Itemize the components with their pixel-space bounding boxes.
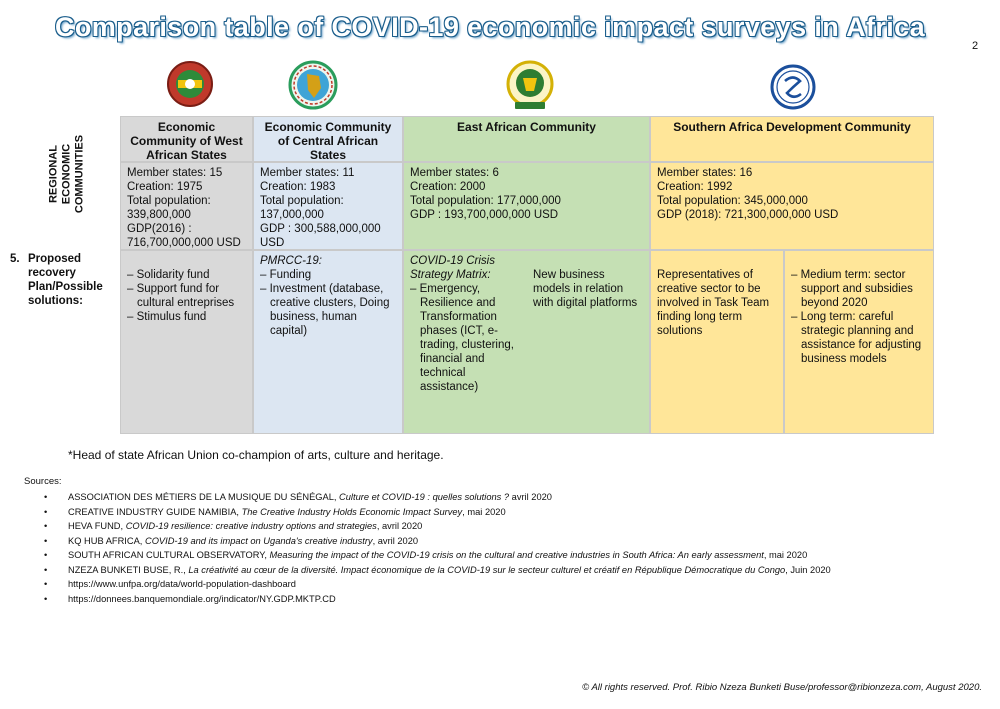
source-item: KQ HUB AFRICA, COVID-19 and its impact o… — [44, 534, 831, 549]
gdp: GDP : 300,588,000,000 USD — [260, 223, 381, 249]
creation-year: Creation: 1983 — [260, 181, 336, 193]
gdp: GDP : 193,700,000,000 USD — [410, 209, 559, 221]
eccas-logo — [288, 60, 338, 110]
stats-eccas: Member states: 11 Creation: 1983 Total p… — [253, 162, 403, 250]
solution-item: – Stimulus fund — [127, 311, 207, 323]
member-states: Member states: 15 — [127, 167, 223, 179]
population: Total population: 345,000,000 — [657, 195, 808, 207]
row-label-regional-communities: REGIONAL ECONOMIC COMMUNITIES — [47, 134, 86, 214]
solution-item: – Solidarity fund — [127, 269, 210, 281]
solutions-eccas: PMRCC-19: – Funding – Investment (databa… — [253, 250, 403, 434]
member-states: Member states: 6 — [410, 167, 499, 179]
member-states: Member states: 16 — [657, 167, 753, 179]
plan-title: COVID-19 Crisis Strategy Matrix: — [410, 255, 495, 281]
solutions-eac-extra: New business models in relation with dig… — [527, 250, 650, 434]
creation-year: Creation: 1975 — [127, 181, 203, 193]
creation-year: Creation: 1992 — [657, 181, 733, 193]
solutions-eac: COVID-19 Crisis Strategy Matrix: – Emerg… — [403, 250, 527, 434]
population: Total population: 177,000,000 — [410, 195, 561, 207]
solutions-ecowas: – Solidarity fund – Support fund for cul… — [120, 250, 253, 434]
source-item: CREATIVE INDUSTRY GUIDE NAMIBIA, The Cre… — [44, 505, 831, 520]
eac-logo — [506, 60, 554, 109]
header-eccas: Economic Community of Central African St… — [253, 116, 403, 162]
source-item: SOUTH AFRICAN CULTURAL OBSERVATORY, Meas… — [44, 548, 831, 563]
member-states: Member states: 11 — [260, 167, 355, 179]
footnote: *Head of state African Union co-champion… — [68, 448, 444, 462]
sources-list: ASSOCIATION DES MÉTIERS DE LA MUSIQUE DU… — [44, 490, 831, 606]
page-title: Comparison table of COVID-19 economic im… — [54, 12, 926, 42]
plan-title: PMRCC-19: — [260, 255, 322, 267]
sadc-logo — [770, 64, 816, 110]
solutions-sadc-right: – Medium term: sector support and subsid… — [784, 250, 934, 434]
solution-item: – Investment (database, creative cluster… — [260, 283, 390, 337]
source-link[interactable]: https://donnees.banquemondiale.org/indic… — [44, 592, 831, 607]
gdp: GDP(2016) : 716,700,000,000 USD — [127, 223, 241, 249]
source-link[interactable]: https://www.unfpa.org/data/world-populat… — [44, 577, 831, 592]
source-item: NZEZA BUNKETI BUSE, R., La créativité au… — [44, 563, 831, 578]
stats-sadc: Member states: 16 Creation: 1992 Total p… — [650, 162, 934, 250]
solution-item: – Funding — [260, 269, 312, 281]
solution-item: – Support fund for cultural entreprises — [127, 283, 235, 309]
solution-item: – Emergency, Resilience and Transformati… — [410, 283, 514, 393]
header-ecowas: Economic Community of West African State… — [120, 116, 253, 162]
solution-note: New business models in relation with dig… — [533, 269, 638, 309]
source-item: HEVA FUND, COVID-19 resilience: creative… — [44, 519, 831, 534]
solutions-sadc-left: Representatives of creative sector to be… — [650, 250, 784, 434]
ecowas-logo — [167, 61, 213, 107]
header-eac: East African Community — [403, 116, 650, 162]
population: Total population: 339,800,000 — [127, 195, 211, 221]
creation-year: Creation: 2000 — [410, 181, 486, 193]
copyright-footer: © All rights reserved. Prof. Ribio Nzeza… — [582, 682, 982, 693]
solution-note: Representatives of creative sector to be… — [657, 269, 770, 337]
page-number: 2 — [972, 40, 979, 52]
population: Total population: 137,000,000 — [260, 195, 344, 221]
sources-label: Sources: — [24, 476, 62, 487]
stats-ecowas: Member states: 15 Creation: 1975 Total p… — [120, 162, 253, 250]
section-number: 5. — [10, 253, 20, 265]
source-item: ASSOCIATION DES MÉTIERS DE LA MUSIQUE DU… — [44, 490, 831, 505]
header-sadc: Southern Africa Development Community — [650, 116, 934, 162]
gdp: GDP (2018): 721,300,000,000 USD — [657, 209, 839, 221]
solution-item: – Medium term: sector support and subsid… — [791, 269, 913, 309]
section-title: Proposed recovery Plan/Possible solution… — [28, 253, 103, 307]
solution-item: – Long term: careful strategic planning … — [791, 311, 922, 365]
stats-eac: Member states: 6 Creation: 2000 Total po… — [403, 162, 650, 250]
